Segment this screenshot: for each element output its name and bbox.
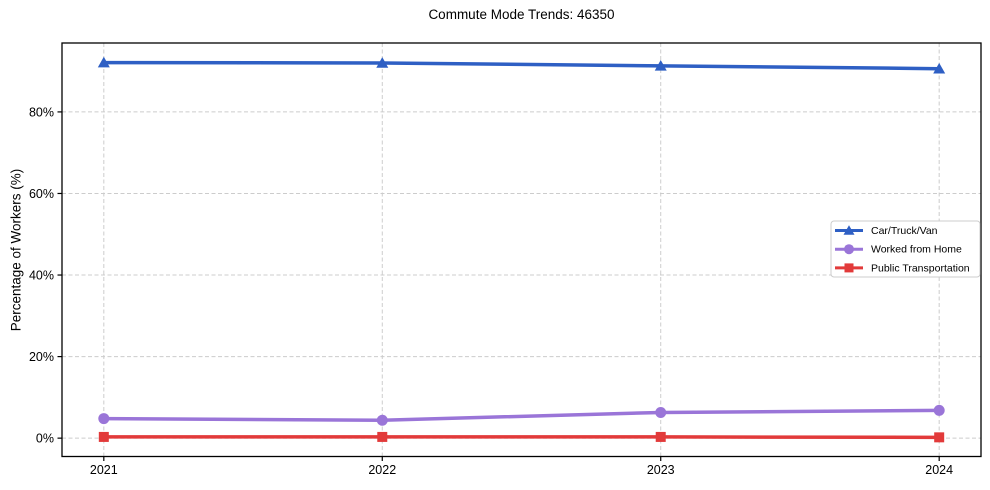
chart-title: Commute Mode Trends: 46350 bbox=[428, 7, 615, 22]
y-tick-label: 0% bbox=[36, 432, 54, 446]
y-tick-label: 60% bbox=[29, 187, 54, 201]
y-tick-label: 20% bbox=[29, 350, 54, 364]
series-line bbox=[102, 60, 941, 71]
legend-label: Car/Truck/Van bbox=[871, 225, 938, 237]
circle-marker-icon bbox=[933, 404, 945, 416]
series-public-transportation bbox=[98, 431, 945, 443]
series-worked-from-home bbox=[98, 404, 945, 426]
legend-entry: Car/Truck/Van bbox=[835, 225, 938, 237]
square-marker-icon bbox=[934, 432, 945, 443]
triangle-marker-icon bbox=[97, 56, 110, 68]
circle-marker-icon bbox=[655, 406, 667, 418]
x-tick-label: 2023 bbox=[647, 463, 675, 477]
square-marker-icon bbox=[655, 431, 666, 442]
legend-label: Public Transportation bbox=[871, 262, 970, 274]
series-car-truck-van bbox=[97, 56, 946, 74]
square-marker-icon bbox=[98, 431, 109, 442]
circle-marker-icon bbox=[844, 244, 854, 255]
triangle-marker-icon bbox=[843, 225, 855, 235]
legend-label: Worked from Home bbox=[871, 244, 962, 256]
x-tick-label: 2022 bbox=[368, 463, 396, 477]
x-tick-label: 2024 bbox=[925, 463, 953, 477]
triangle-marker-icon bbox=[376, 57, 389, 68]
triangle-marker-icon bbox=[933, 62, 946, 74]
y-tick-label: 40% bbox=[29, 269, 54, 283]
square-marker-icon bbox=[377, 431, 388, 442]
triangle-marker-icon bbox=[654, 60, 667, 71]
x-tick-label: 2021 bbox=[90, 463, 118, 477]
circle-marker-icon bbox=[98, 413, 110, 425]
legend: Car/Truck/Van Worked from Home Public Tran… bbox=[830, 220, 981, 278]
legend-box bbox=[830, 220, 981, 278]
y-tick-label: 80% bbox=[29, 105, 54, 119]
legend-entry: Worked from Home bbox=[835, 244, 962, 256]
circle-marker-icon bbox=[376, 414, 388, 426]
square-marker-icon bbox=[844, 263, 854, 273]
plot-border bbox=[61, 42, 982, 458]
legend-entry: Public Transportation bbox=[835, 262, 970, 274]
series-line bbox=[102, 408, 941, 422]
